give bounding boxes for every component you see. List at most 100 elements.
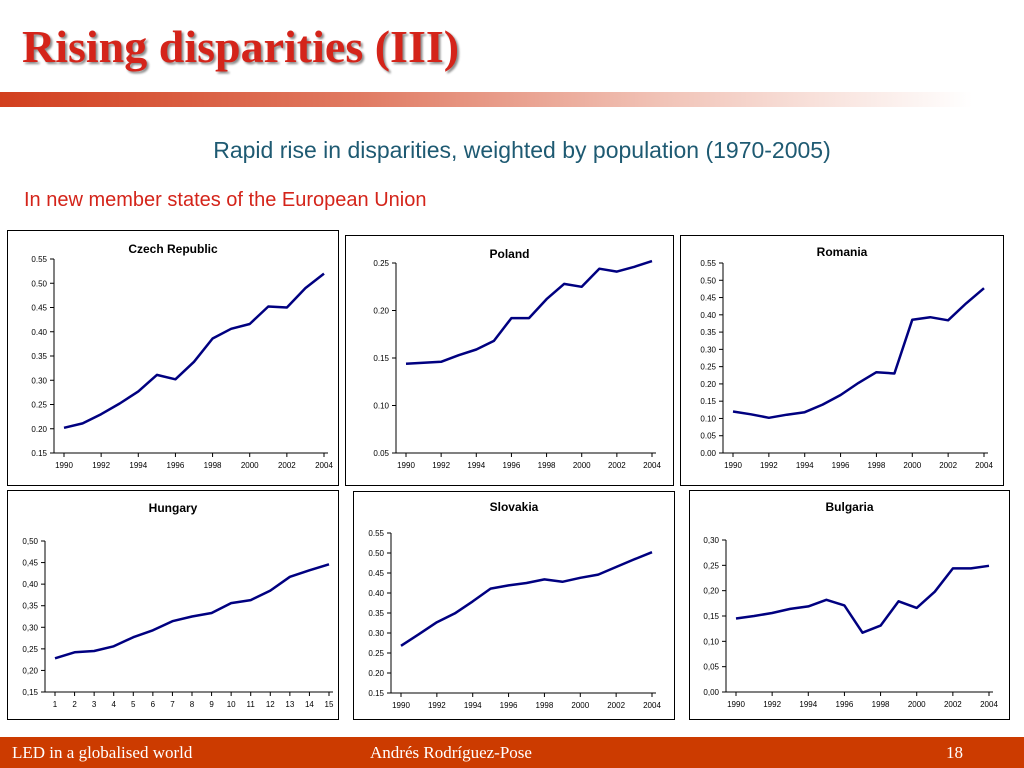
y-tick-label: 0,30 <box>703 536 719 545</box>
y-tick-label: 0,05 <box>703 663 719 672</box>
x-tick-label: 2000 <box>903 461 921 470</box>
footer-course-title: LED in a globalised world <box>12 743 193 762</box>
y-tick-label: 0,20 <box>703 587 719 596</box>
x-tick-label: 1994 <box>464 701 482 710</box>
x-tick-label: 8 <box>190 700 195 709</box>
y-tick-label: 0.35 <box>368 609 384 618</box>
x-tick-label: 1998 <box>204 461 222 470</box>
y-tick-label: 0.25 <box>700 363 716 372</box>
y-tick-label: 0,15 <box>703 612 719 621</box>
x-tick-label: 1998 <box>536 701 554 710</box>
x-tick-label: 14 <box>305 700 314 709</box>
x-tick-label: 1992 <box>92 461 110 470</box>
x-tick-label: 13 <box>285 700 294 709</box>
x-tick-label: 1992 <box>432 461 450 470</box>
y-tick-label: 0.15 <box>368 689 384 698</box>
x-tick-label: 1994 <box>467 461 485 470</box>
y-tick-label: 0,35 <box>22 602 38 611</box>
y-tick-label: 0.15 <box>31 449 47 458</box>
x-tick-label: 1994 <box>799 700 817 709</box>
footer-page-number: 18 <box>946 743 963 762</box>
y-tick-label: 0,10 <box>703 637 719 646</box>
y-tick-label: 0,50 <box>22 537 38 546</box>
x-tick-label: 2000 <box>573 461 591 470</box>
x-tick-label: 1996 <box>836 700 854 709</box>
y-tick-label: 0.05 <box>700 432 716 441</box>
y-tick-label: 0.10 <box>373 402 389 411</box>
y-tick-label: 0,25 <box>703 561 719 570</box>
y-tick-label: 0.55 <box>368 529 384 538</box>
y-tick-label: 0.20 <box>368 669 384 678</box>
x-tick-label: 11 <box>247 700 256 709</box>
chart-svg-bulgaria: Bulgaria 0,00 0,05 0,10 0,15 0,20 0,25 0,30 1990… <box>703 500 998 709</box>
chart-svg-romania: Romania 0.00 0.05 0.10 0.15 0.20 0.25 0.30 0.35 0… <box>700 245 993 470</box>
series-line-poland <box>405 259 653 365</box>
x-tick-label: 12 <box>266 700 275 709</box>
chart-title: Czech Republic <box>128 242 218 256</box>
footer-author: Andrés Rodríguez-Pose <box>370 743 532 762</box>
y-tick-label: 0,00 <box>703 688 719 697</box>
x-tick-label: 9 <box>209 700 214 709</box>
x-tick-label: 2 <box>72 700 77 709</box>
x-tick-label: 4 <box>111 700 116 709</box>
chart-panel-slovakia: Slovakia 0.15 0.20 0.25 0.30 0.35 0.40 0.45 0.50… <box>353 491 675 720</box>
x-tick-label: 1994 <box>129 461 147 470</box>
x-tick-label: 2004 <box>975 461 993 470</box>
y-tick-label: 0.30 <box>700 345 716 354</box>
x-tick-label: 1990 <box>392 701 410 710</box>
y-tick-label: 0.20 <box>31 425 47 434</box>
y-tick-label: 0.15 <box>373 354 389 363</box>
y-tick-label: 0.30 <box>368 629 384 638</box>
x-tick-label: 2002 <box>608 461 626 470</box>
x-tick-label: 2000 <box>908 700 926 709</box>
x-tick-label: 1990 <box>724 461 742 470</box>
y-tick-label: 0.20 <box>700 380 716 389</box>
series-line-bulgaria <box>735 564 990 634</box>
y-tick-label: 0.15 <box>700 397 716 406</box>
slide-subtitle: Rapid rise in disparities, weighted by p… <box>213 137 831 163</box>
x-tick-label: 2004 <box>643 701 661 710</box>
x-tick-label: 1990 <box>727 700 745 709</box>
y-tick-label: 0,25 <box>22 645 38 654</box>
y-tick-label: 0.50 <box>368 549 384 558</box>
x-tick-label: 2000 <box>241 461 259 470</box>
y-tick-label: 0.05 <box>373 449 389 458</box>
series-line-romania <box>732 287 985 420</box>
y-tick-label: 0.50 <box>31 279 47 288</box>
y-tick-label: 0.20 <box>373 307 389 316</box>
chart-title: Slovakia <box>490 500 539 514</box>
y-tick-label: 0,40 <box>22 580 38 589</box>
x-tick-label: 1998 <box>868 461 886 470</box>
chart-svg-poland: Poland 0.05 0.10 0.15 0.20 0.25 1990 1992 1994 19… <box>373 247 661 470</box>
chart-svg-hungary: Hungary 0,15 0,20 0,25 0,30 0,35 0,40 0,45 0,50 1… <box>22 501 334 709</box>
x-tick-label: 15 <box>325 700 334 709</box>
y-tick-label: 0.50 <box>700 276 716 285</box>
chart-title: Bulgaria <box>825 500 873 514</box>
x-tick-label: 1996 <box>500 701 518 710</box>
x-tick-label: 2000 <box>571 701 589 710</box>
y-tick-label: 0.00 <box>700 449 716 458</box>
y-tick-label: 0.40 <box>368 589 384 598</box>
x-tick-label: 1998 <box>538 461 556 470</box>
y-tick-label: 0.40 <box>31 328 47 337</box>
y-tick-label: 0,45 <box>22 559 38 568</box>
section-label: In new member states of the European Uni… <box>24 189 427 211</box>
chart-panel-bulgaria: Bulgaria 0,00 0,05 0,10 0,15 0,20 0,25 0,30 1990… <box>689 490 1010 720</box>
y-tick-label: 0.25 <box>373 259 389 268</box>
chart-title: Poland <box>489 247 529 261</box>
chart-svg-slovakia: Slovakia 0.15 0.20 0.25 0.30 0.35 0.40 0.45 0.50… <box>368 500 661 710</box>
x-tick-label: 1990 <box>55 461 73 470</box>
y-tick-label: 0.25 <box>368 649 384 658</box>
x-tick-label: 2004 <box>980 700 998 709</box>
series-line-czech-republic <box>63 272 325 430</box>
x-tick-label: 1998 <box>872 700 890 709</box>
title-underline-bar <box>0 92 1024 107</box>
x-tick-label: 1994 <box>796 461 814 470</box>
slide-title: Rising disparities (III) <box>22 21 460 72</box>
x-tick-label: 2004 <box>643 461 661 470</box>
x-tick-label: 1 <box>53 700 58 709</box>
series-line-hungary <box>54 563 330 660</box>
chart-panel-romania: Romania 0.00 0.05 0.10 0.15 0.20 0.25 0.30 0.35 0… <box>680 235 1004 486</box>
x-tick-label: 1992 <box>763 700 781 709</box>
y-tick-label: 0.55 <box>31 255 47 264</box>
